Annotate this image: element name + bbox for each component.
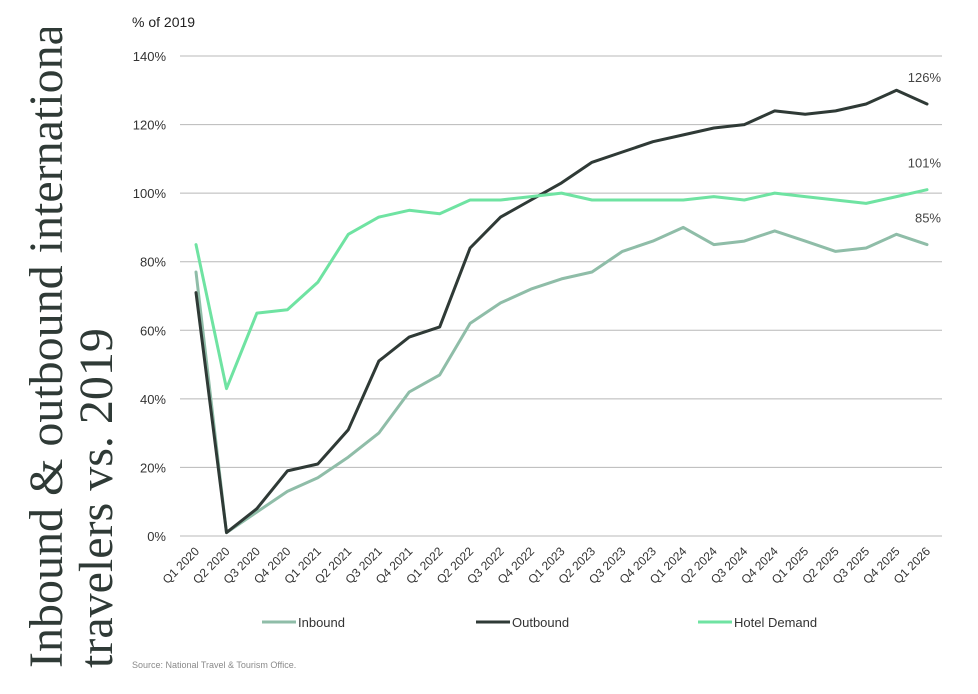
legend-label: Outbound — [512, 615, 569, 630]
end-label-hotel-demand: 101% — [908, 156, 942, 171]
y-tick-label: 60% — [140, 323, 166, 338]
y-axis-ticks: 0% 20% 40% 60% 80% 100% 120% 140% — [133, 49, 167, 544]
legend: Inbound Outbound Hotel Demand — [262, 615, 817, 630]
end-labels: 85% 126% 101% — [908, 70, 942, 226]
chart-title-vertical: Inbound & outbound international travele… — [8, 11, 123, 688]
y-tick-label: 80% — [140, 255, 166, 270]
series-lines — [194, 88, 929, 535]
title-line-1: Inbound & outbound international — [20, 28, 73, 668]
series-line-hotel-demand — [194, 188, 929, 391]
y-tick-label: 120% — [133, 118, 167, 133]
gridlines — [180, 55, 942, 537]
end-label-inbound: 85% — [915, 211, 941, 226]
end-label-outbound: 126% — [908, 70, 942, 85]
y-tick-label: 140% — [133, 49, 167, 64]
y-axis-unit-label: % of 2019 — [132, 14, 196, 30]
y-tick-label: 40% — [140, 392, 166, 407]
series-line-inbound — [194, 225, 929, 535]
y-tick-label: 100% — [133, 186, 167, 201]
y-tick-label: 0% — [147, 529, 166, 544]
legend-label: Inbound — [298, 615, 345, 630]
series-line-outbound — [194, 88, 929, 535]
legend-label: Hotel Demand — [734, 615, 817, 630]
source-note: Source: National Travel & Tourism Office… — [132, 660, 297, 670]
title-line-2: travelers vs. 2019 — [70, 328, 120, 668]
y-tick-label: 20% — [140, 460, 166, 475]
